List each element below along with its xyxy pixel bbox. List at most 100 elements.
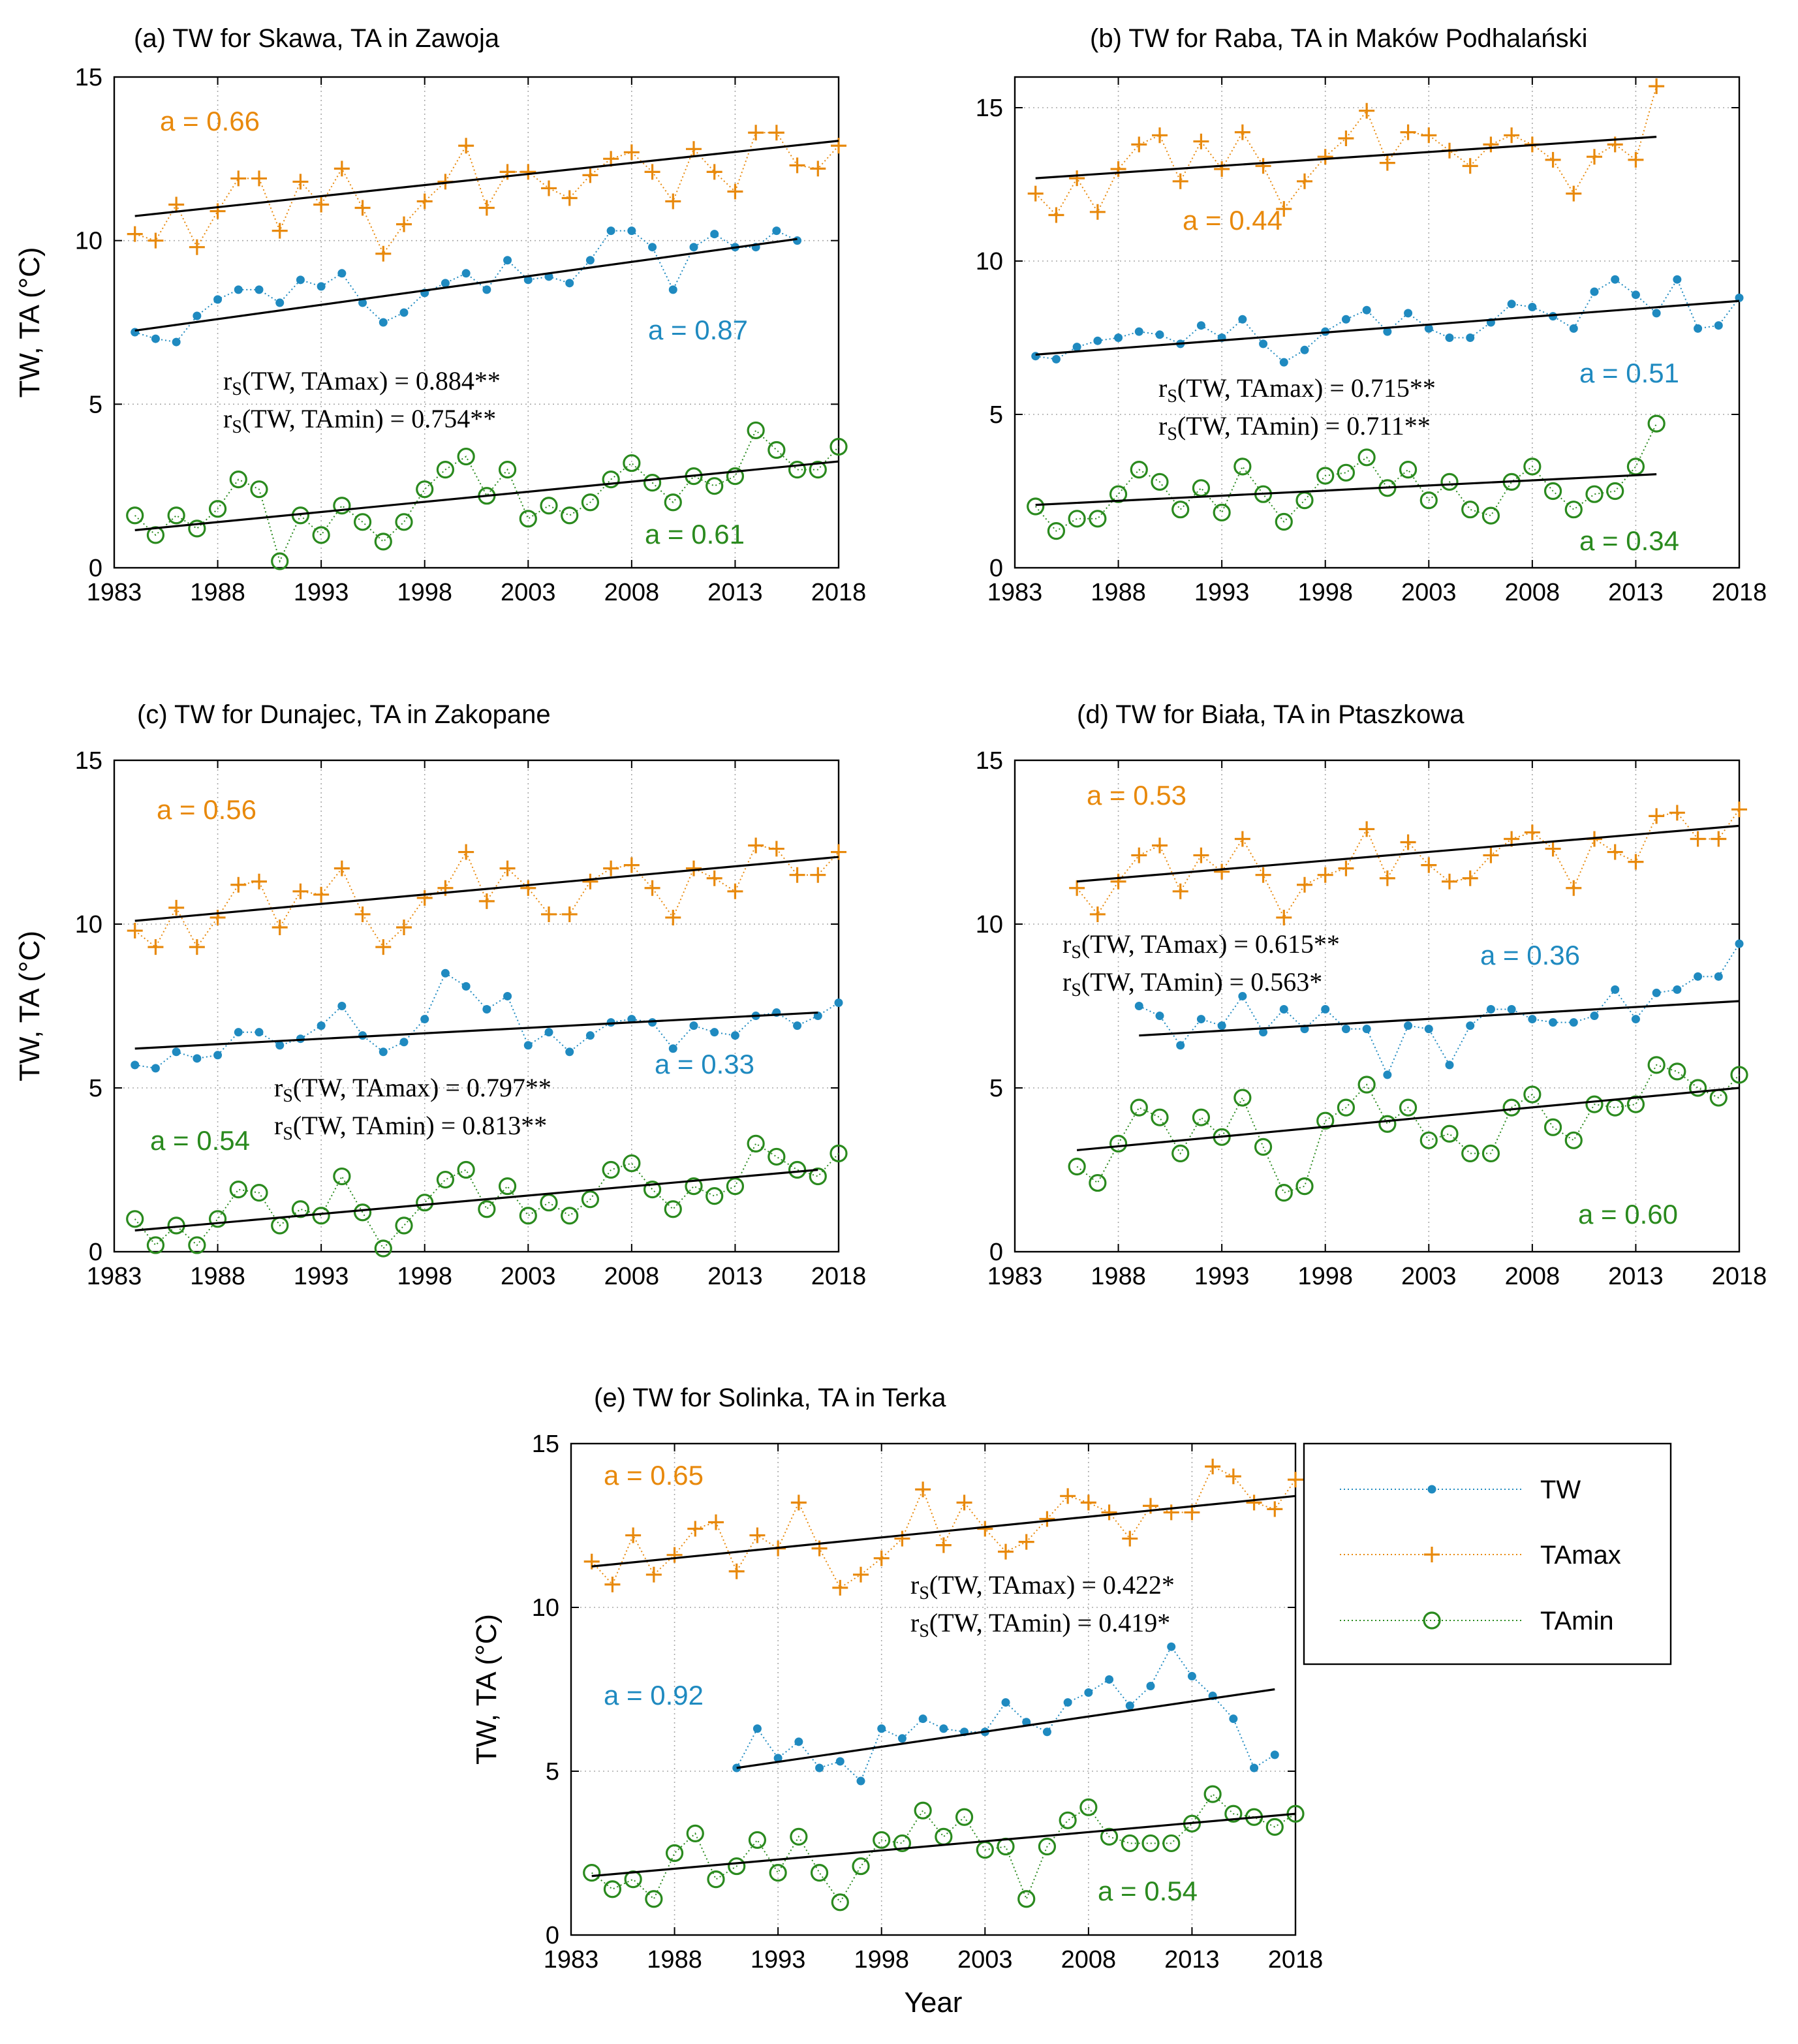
data-point-tamin <box>1564 1131 1583 1149</box>
corr-subscript: S <box>1071 942 1081 963</box>
data-point-tw <box>1673 985 1682 994</box>
data-point-tamax <box>499 860 516 876</box>
data-point-tamin <box>457 447 475 466</box>
data-point-tamin <box>1213 503 1231 522</box>
data-point-tw <box>379 1047 388 1057</box>
data-point-tw <box>461 982 471 991</box>
y-tick-label: 5 <box>989 401 1003 429</box>
data-point-tamin <box>498 1177 517 1196</box>
data-point-tw <box>1466 333 1475 342</box>
data-point-tw <box>1528 1015 1537 1024</box>
data-point-tw <box>689 1021 698 1030</box>
data-point-tamax <box>977 1521 993 1537</box>
data-point-tw <box>172 1047 181 1057</box>
data-point-tamax <box>603 860 619 876</box>
data-point-tw <box>1404 1021 1413 1030</box>
series-tamax <box>1069 801 1747 925</box>
trend-line-tw <box>736 1688 1275 1769</box>
data-point-tamax <box>1089 906 1106 922</box>
series-line-tamin <box>1034 423 1658 532</box>
corr-value: 0.797** <box>467 1073 551 1102</box>
data-point-tamin <box>852 1857 870 1876</box>
data-point-tamin <box>726 1177 745 1196</box>
data-point-tw <box>1196 1015 1205 1024</box>
data-point-tamax <box>1193 847 1209 863</box>
series-tamin <box>126 421 848 570</box>
data-point-tamax <box>1069 170 1085 187</box>
data-point-tamax <box>789 867 805 883</box>
data-point-tw <box>834 998 843 1007</box>
x-tick-label: 1988 <box>190 1263 245 1290</box>
data-point-tamin <box>1130 1098 1148 1117</box>
slope-label-tw: a = 0.33 <box>655 1049 754 1079</box>
data-point-tamax <box>583 1553 600 1570</box>
data-point-tamax <box>894 1530 910 1547</box>
data-point-tamin <box>1265 1818 1284 1836</box>
corr-expression: (TW, TAmax) = <box>1177 373 1351 403</box>
data-point-tamin <box>208 500 227 518</box>
data-point-tamax <box>561 190 578 206</box>
data-point-tamin <box>1626 1095 1645 1113</box>
data-point-tamin <box>374 1239 392 1258</box>
data-point-tw <box>1217 1021 1226 1030</box>
correlation-tamin: rS(TW, TAmin) = 0.754** <box>223 404 496 437</box>
data-point-tamin <box>561 506 579 525</box>
data-point-tamin <box>935 1827 953 1846</box>
data-point-tamax <box>354 200 371 216</box>
data-point-tw <box>1652 309 1661 318</box>
data-point-tamin <box>1109 485 1128 503</box>
data-point-tamax <box>1060 1488 1076 1504</box>
data-point-tw <box>648 243 657 252</box>
data-point-tamax <box>313 196 330 213</box>
data-point-tamax <box>1628 854 1644 870</box>
data-point-tamin <box>726 467 745 486</box>
data-point-tw <box>151 334 160 343</box>
data-point-tamin <box>603 1880 622 1898</box>
legend-label-tamax: TAmax <box>1540 1541 1621 1570</box>
data-point-tamin <box>664 493 682 512</box>
data-point-tw <box>234 1028 243 1037</box>
data-point-tw <box>1486 1005 1495 1014</box>
data-point-tw <box>710 230 719 239</box>
data-point-tamax <box>789 157 805 174</box>
data-point-tamax <box>1504 127 1520 144</box>
data-point-tamax <box>623 857 640 873</box>
data-point-tamin <box>831 1893 849 1912</box>
data-point-tamin <box>1017 1890 1036 1908</box>
data-point-tamin <box>1275 512 1293 531</box>
x-tick-label: 1983 <box>987 1263 1043 1290</box>
data-point-tw <box>1341 1025 1350 1034</box>
data-point-tamax <box>1690 831 1706 847</box>
data-point-tw <box>1611 275 1620 284</box>
corr-value: 0.813** <box>462 1111 547 1140</box>
data-point-tamax <box>1297 173 1312 189</box>
data-point-tw <box>420 1015 429 1024</box>
y-tick-label: 10 <box>976 248 1003 275</box>
data-point-tamin <box>645 1890 663 1908</box>
data-point-tamax <box>1048 207 1064 223</box>
data-point-tamin <box>767 1147 786 1166</box>
x-tick-label: 1988 <box>1091 1263 1146 1290</box>
data-point-tamin <box>312 526 330 544</box>
corr-expression: (TW, TAmin) = <box>242 404 411 433</box>
series-tamax <box>1027 78 1665 223</box>
plot-frame <box>113 76 840 569</box>
data-point-tamin <box>353 513 372 531</box>
data-point-tw <box>482 1005 491 1014</box>
data-point-tamax <box>1379 155 1395 171</box>
data-point-tamin <box>250 480 268 499</box>
data-point-tamin <box>623 454 641 472</box>
data-point-tamax <box>665 909 681 925</box>
data-point-tamin <box>1089 510 1107 528</box>
data-point-tw <box>1466 1021 1475 1030</box>
y-tick-label: 0 <box>989 1239 1003 1266</box>
data-point-tw <box>1321 1005 1330 1014</box>
data-point-tamax <box>1317 867 1333 883</box>
grid <box>114 77 839 568</box>
data-point-tamin <box>561 1207 579 1225</box>
data-point-tamin <box>250 1184 268 1202</box>
data-point-tamin <box>498 460 517 479</box>
y-tick-label: 5 <box>89 391 102 418</box>
data-point-tw <box>606 226 615 236</box>
data-point-tw <box>794 1737 803 1746</box>
